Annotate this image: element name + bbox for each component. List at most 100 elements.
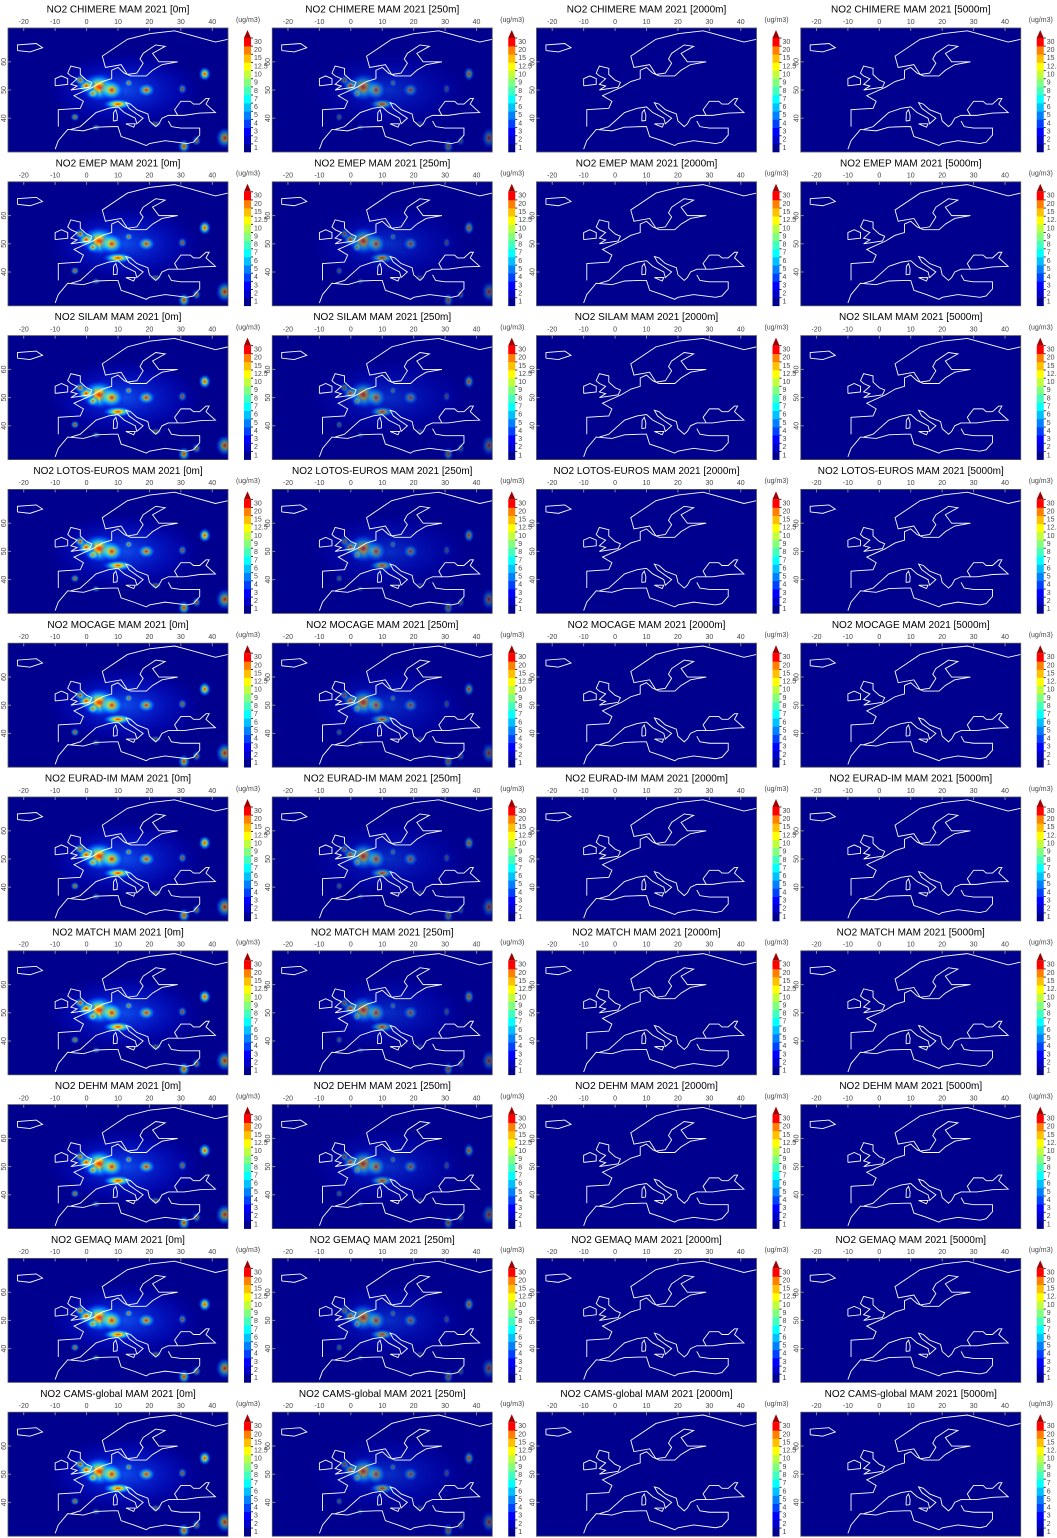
colorbar-segment [508,1471,515,1479]
pollution-hotspot [389,848,397,857]
colorbar-segment [508,589,515,597]
colorbar-tick-label: 7 [254,1019,258,1026]
colorbar-over [508,30,515,38]
colorbar-segment [1037,565,1044,573]
colorbar-tick-label: 5 [254,266,258,273]
panel-title: NO2 CAMS-global MAM 2021 [0m] [40,1389,196,1400]
colorbar-segment [508,694,515,702]
colorbar-tick-label: 1 [1047,760,1051,767]
pollution-hotspot [70,1497,79,1506]
colorbar-tick-label: 7 [783,96,787,103]
lon-tick-label: -20 [811,480,821,487]
colorbar-segment [508,1293,515,1301]
panel-title: NO2 CAMS-global MAM 2021 [2000m] [560,1389,733,1400]
colorbar-tick-label: 3 [518,744,522,751]
colorbar-segment [508,1447,515,1455]
colorbar-tick-label: 3 [783,897,787,904]
colorbar-segment [1037,1358,1044,1366]
lon-tick-label: 30 [177,942,185,949]
colorbar-tick-label: 30 [254,500,262,507]
lon-tick-label: 10 [378,480,386,487]
lon-tick-label: 40 [473,1403,481,1410]
colorbar-segment [773,751,780,759]
colorbar-tick-label: 1 [1047,606,1051,613]
panel-title: NO2 LOTOS-EUROS MAM 2021 [250m] [292,466,473,477]
colorbar-tick-label: 15 [1047,1132,1055,1139]
lon-tick-label: 20 [146,942,154,949]
colorbar-segment [508,686,515,694]
colorbar-tick-label: 6 [1047,565,1051,572]
pollution-hotspot [137,1313,156,1328]
panel-title: NO2 LOTOS-EUROS MAM 2021 [2000m] [554,466,740,477]
colorbar-tick-label: 1 [254,452,258,459]
colorbar-segment [244,581,251,589]
colorbar-tick-label: 7 [1047,250,1051,257]
lon-tick-label: 0 [877,634,881,641]
colorbar-segment [773,1293,780,1301]
lat-tick-label: 40 [265,1191,272,1199]
colorbar-tick-label: 15 [1047,978,1055,985]
colorbar-segment [508,872,515,880]
pollution-hotspot [481,1204,497,1226]
colorbar-tick-label: 10 [518,71,526,78]
colorbar-segment [508,905,515,913]
colorbar-segment [244,1018,251,1026]
colorbar-over [773,799,780,807]
colorbar-tick-label: 4 [254,1505,258,1512]
lat-tick-label: 40 [1,576,8,584]
lon-tick-label: -20 [283,942,293,949]
colorbar-segment [508,661,515,669]
colorbar-over [773,184,780,192]
colorbar-tick-label: 2 [254,137,258,144]
colorbar-segment [244,1188,251,1196]
colorbar-tick-label: 15 [518,978,526,985]
colorbar-tick-label: 7 [1047,1019,1051,1026]
lon-tick-label: 10 [907,788,915,795]
colorbar-tick-label: 1 [783,914,787,921]
colorbar-tick-label: 6 [783,104,787,111]
panel-title: NO2 CHIMERE MAM 2021 [2000m] [567,5,727,16]
colorbar-segment [1037,856,1044,864]
colorbar-tick-label: 20 [783,355,791,362]
panel-title: NO2 DEHM MAM 2021 [250m] [314,1081,451,1092]
colorbar-segment [1037,1293,1044,1301]
panel-title: NO2 DEHM MAM 2021 [2000m] [575,1081,718,1092]
colorbar-segment [773,370,780,378]
lat-tick-label: 40 [265,1037,272,1045]
colorbar-tick-label: 10 [1047,1302,1055,1309]
pollution-hotspot [365,694,386,716]
colorbar-tick-label: 6 [518,565,522,572]
colorbar-tick-label: 30 [783,347,791,354]
lon-tick-label: 0 [613,480,617,487]
colorbar-tick-label: 10 [254,71,262,78]
colorbar-segment [244,1180,251,1188]
panel-title: NO2 SILAM MAM 2021 [5000m] [839,312,983,323]
colorbar-segment [773,1002,780,1010]
colorbar-segment [508,1487,515,1495]
colorbar-segment [773,298,780,306]
colorbar-tick-label: 5 [1047,112,1051,119]
colorbar-tick-label: 2 [1047,1367,1051,1374]
colorbar-segment [1037,386,1044,394]
colorbar-segment [1037,273,1044,281]
colorbar-over [508,799,515,807]
colorbar-tick-label: 10 [254,379,262,386]
colorbar-tick-label: 3 [783,1513,787,1520]
lat-tick-label: 60 [265,1134,272,1142]
colorbar-segment [244,346,251,354]
lon-tick-label: 40 [208,1249,216,1256]
pollution-hotspot [137,852,156,867]
lon-tick-label: 40 [737,1095,745,1102]
lon-tick-label: 20 [938,1249,946,1256]
colorbar-segment [1037,985,1044,993]
colorbar-tick-label: 20 [783,201,791,208]
lon-tick-label: 40 [1001,1249,1009,1256]
lat-tick-label: 50 [265,86,272,94]
map-grid: NO2 CHIMERE MAM 2021 [0m]-20-10010203040… [0,0,1057,1538]
colorbar-tick-label: 7 [518,1480,522,1487]
colorbar-segment [508,1268,515,1276]
colorbar-tick-label: 3 [783,128,787,135]
pollution-hotspot [443,447,454,462]
lon-tick-label: -10 [314,1095,324,1102]
lon-tick-label: -20 [19,634,29,641]
